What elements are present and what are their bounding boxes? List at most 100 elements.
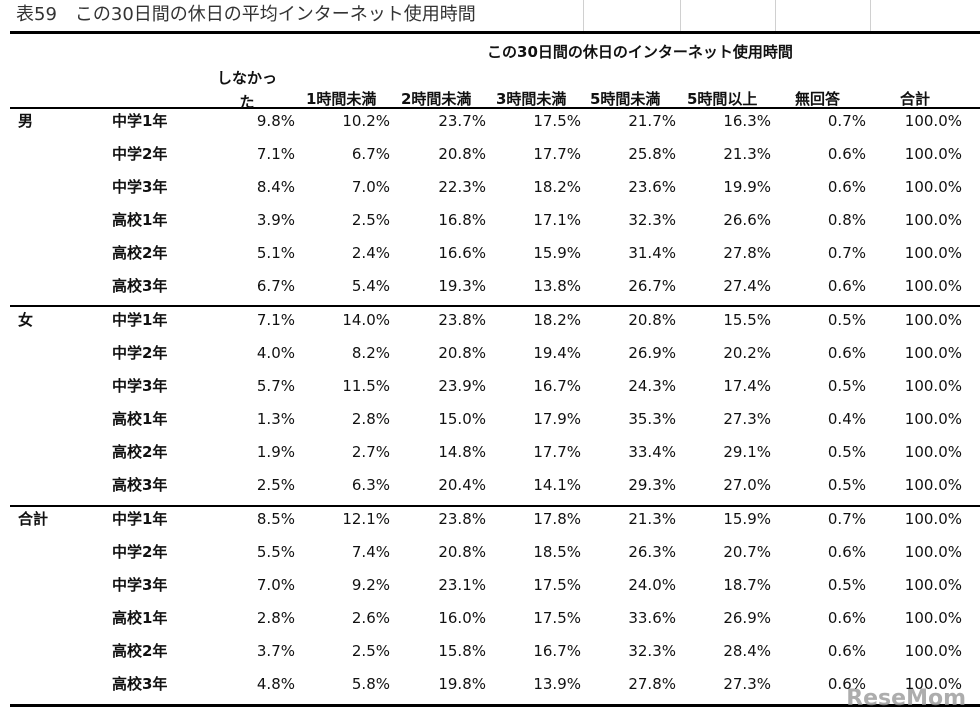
column-header: 3時間未満 xyxy=(496,90,567,108)
cell: 100.0% xyxy=(904,178,962,196)
cell: 17.4% xyxy=(723,377,771,395)
cell: 0.5% xyxy=(827,476,866,494)
cell: 15.5% xyxy=(723,311,771,329)
cell: 15.9% xyxy=(533,244,581,262)
cell: 11.5% xyxy=(342,377,390,395)
cell: 100.0% xyxy=(904,145,962,163)
row-label: 中学1年 xyxy=(112,311,168,329)
cell: 35.3% xyxy=(628,410,676,428)
cell: 23.8% xyxy=(438,311,486,329)
cell: 18.7% xyxy=(723,576,771,594)
cell-border xyxy=(870,0,871,31)
row-label: 中学2年 xyxy=(112,543,168,561)
row-label: 中学3年 xyxy=(112,576,168,594)
cell: 27.3% xyxy=(723,675,771,693)
cell: 4.0% xyxy=(256,344,295,362)
cell: 17.7% xyxy=(533,443,581,461)
cell: 27.4% xyxy=(723,277,771,295)
cell: 16.6% xyxy=(438,244,486,262)
watermark: ReseMom xyxy=(846,686,966,711)
cell: 0.4% xyxy=(827,410,866,428)
cell: 5.1% xyxy=(256,244,295,262)
cell: 29.1% xyxy=(723,443,771,461)
cell: 2.5% xyxy=(256,476,295,494)
cell: 32.3% xyxy=(628,211,676,229)
cell: 2.7% xyxy=(351,443,390,461)
cell: 7.0% xyxy=(351,178,390,196)
cell: 5.4% xyxy=(351,277,390,295)
cell: 5.8% xyxy=(351,675,390,693)
cell: 2.5% xyxy=(351,642,390,660)
row-label: 高校3年 xyxy=(112,675,168,693)
cell: 2.6% xyxy=(351,609,390,627)
cell: 3.9% xyxy=(256,211,295,229)
cell: 8.5% xyxy=(256,510,295,528)
row-label: 中学2年 xyxy=(112,145,168,163)
cell: 100.0% xyxy=(904,675,962,693)
cell: 14.0% xyxy=(342,311,390,329)
column-header: しなかった xyxy=(216,69,277,111)
column-header: 5時間以上 xyxy=(687,90,758,108)
column-header: 1時間未満 xyxy=(306,90,377,108)
cell: 23.1% xyxy=(438,576,486,594)
cell: 23.9% xyxy=(438,377,486,395)
cell: 100.0% xyxy=(904,112,962,130)
cell: 20.7% xyxy=(723,543,771,561)
cell: 23.8% xyxy=(438,510,486,528)
cell: 0.7% xyxy=(827,244,866,262)
cell: 100.0% xyxy=(904,311,962,329)
cell: 20.8% xyxy=(438,543,486,561)
cell: 16.8% xyxy=(438,211,486,229)
row-label: 高校2年 xyxy=(112,443,168,461)
cell: 18.5% xyxy=(533,543,581,561)
rule xyxy=(10,305,980,307)
row-label: 中学3年 xyxy=(112,178,168,196)
cell: 32.3% xyxy=(628,642,676,660)
cell: 19.9% xyxy=(723,178,771,196)
cell: 15.9% xyxy=(723,510,771,528)
cell: 18.2% xyxy=(533,178,581,196)
row-label: 高校1年 xyxy=(112,410,168,428)
cell: 21.3% xyxy=(628,510,676,528)
cell: 18.2% xyxy=(533,311,581,329)
cell: 100.0% xyxy=(904,510,962,528)
cell: 26.6% xyxy=(723,211,771,229)
cell: 2.5% xyxy=(351,211,390,229)
cell: 7.1% xyxy=(256,311,295,329)
cell: 9.8% xyxy=(256,112,295,130)
cell: 16.7% xyxy=(533,642,581,660)
cell: 17.1% xyxy=(533,211,581,229)
cell: 28.4% xyxy=(723,642,771,660)
cell: 20.8% xyxy=(628,311,676,329)
row-label: 高校2年 xyxy=(112,642,168,660)
cell: 20.4% xyxy=(438,476,486,494)
cell: 1.9% xyxy=(256,443,295,461)
cell: 7.4% xyxy=(351,543,390,561)
rule xyxy=(10,704,980,707)
cell: 23.7% xyxy=(438,112,486,130)
cell: 5.5% xyxy=(256,543,295,561)
cell: 100.0% xyxy=(904,377,962,395)
cell: 8.4% xyxy=(256,178,295,196)
cell: 6.3% xyxy=(351,476,390,494)
cell: 24.0% xyxy=(628,576,676,594)
cell: 14.1% xyxy=(533,476,581,494)
cell: 20.2% xyxy=(723,344,771,362)
cell-border xyxy=(680,0,681,31)
cell: 27.0% xyxy=(723,476,771,494)
rule xyxy=(10,505,980,507)
cell: 0.8% xyxy=(827,211,866,229)
cell: 17.7% xyxy=(533,145,581,163)
cell: 0.5% xyxy=(827,377,866,395)
column-header: 合計 xyxy=(900,90,931,108)
cell: 33.4% xyxy=(628,443,676,461)
cell: 3.7% xyxy=(256,642,295,660)
row-label: 高校2年 xyxy=(112,244,168,262)
cell: 26.9% xyxy=(628,344,676,362)
row-label: 高校3年 xyxy=(112,476,168,494)
cell: 17.5% xyxy=(533,112,581,130)
cell: 100.0% xyxy=(904,277,962,295)
group-label: 合計 xyxy=(18,510,49,528)
cell: 17.5% xyxy=(533,609,581,627)
cell: 20.8% xyxy=(438,344,486,362)
